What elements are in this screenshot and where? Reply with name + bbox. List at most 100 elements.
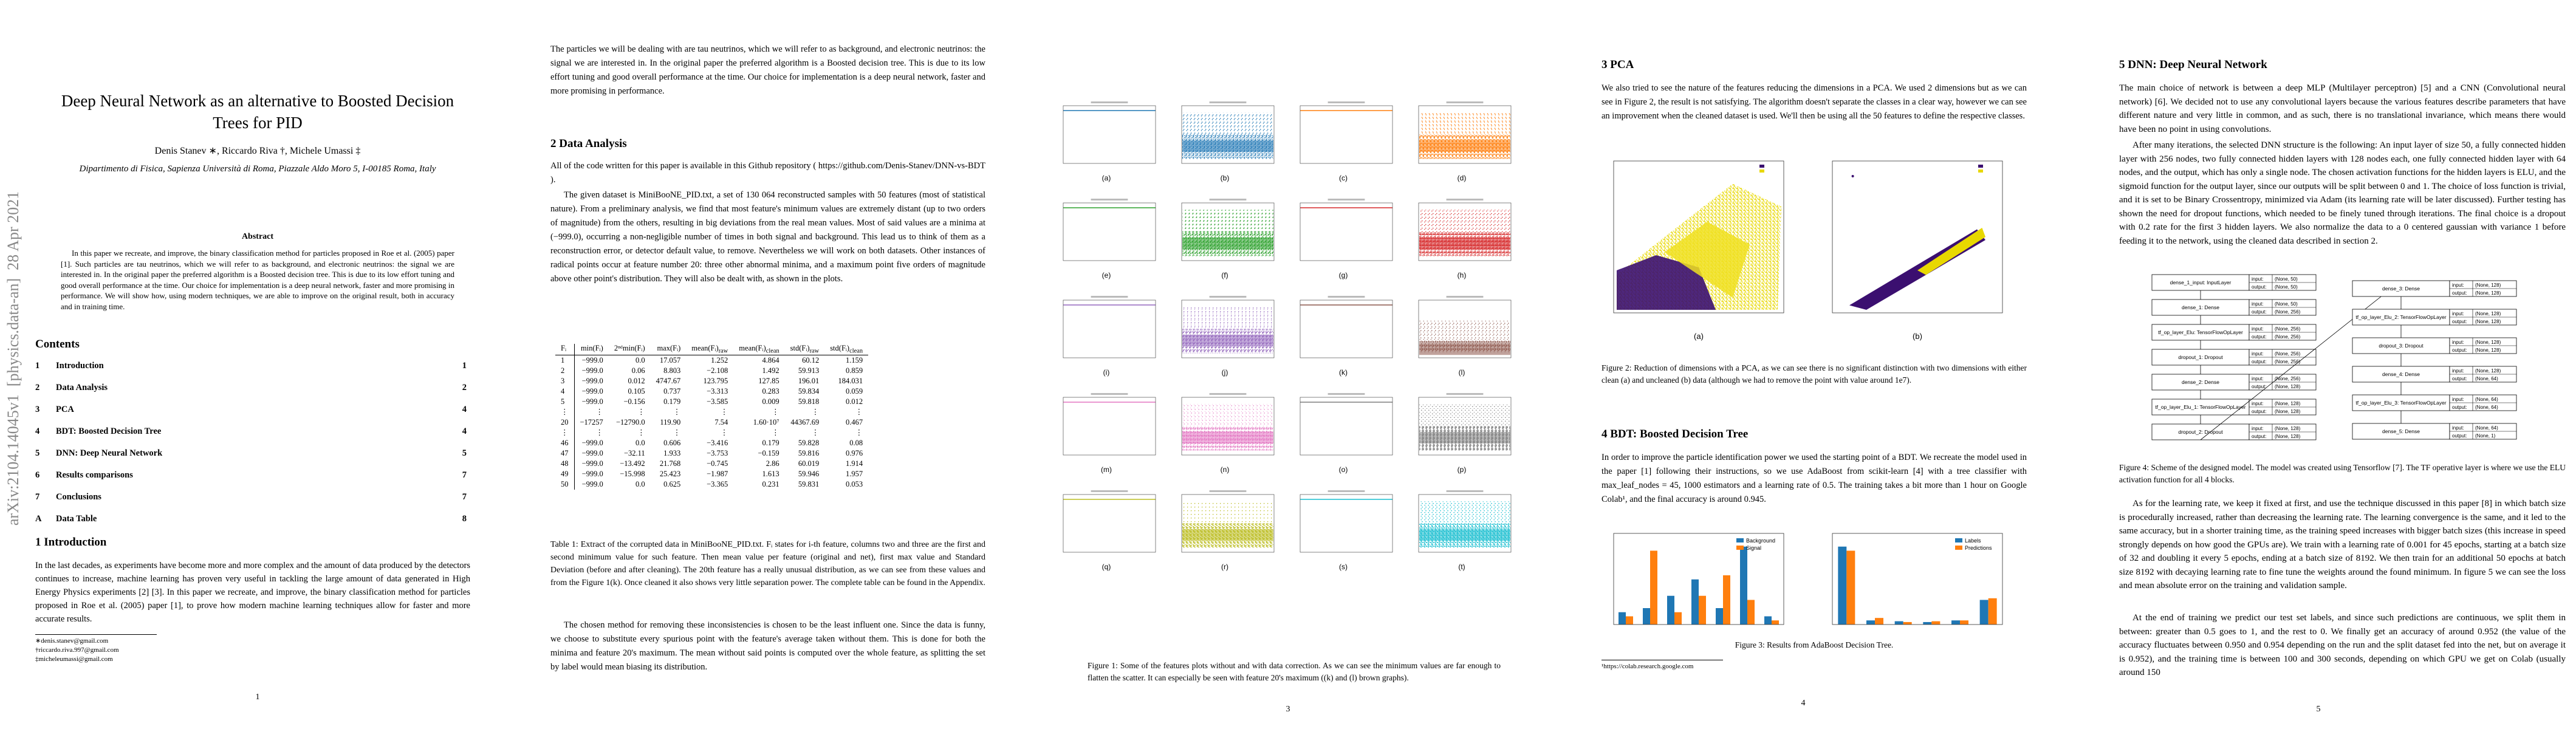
table-cell: −3.416 <box>707 438 728 447</box>
scatter-sparse <box>1419 501 1510 525</box>
page-number: 4 <box>1801 699 1806 708</box>
page: 5 DNN: Deep Neural Network The main choi… <box>2061 0 2576 729</box>
legend-swatch <box>1978 169 1983 173</box>
plot-frame <box>1418 299 1512 358</box>
bar <box>1923 621 1932 625</box>
node-box <box>2151 324 2250 341</box>
table-cell: 0.737 <box>663 386 681 395</box>
table-cell: 4 <box>555 386 575 397</box>
scatter-core <box>1182 140 1273 152</box>
toc-page: 7 <box>462 491 467 502</box>
table-cell: 25.423 <box>659 469 681 478</box>
toc-entry: A Data Table 8 <box>35 508 467 530</box>
toc-entry: 2 Data Analysis 2 <box>35 377 467 399</box>
node-label: dropout_2: Dropout <box>2178 429 2223 435</box>
table-header-cell: mean(Fᵢ)raw <box>686 344 734 355</box>
subfigure-label: (h) <box>1458 271 1467 279</box>
table-cell: −32.11 <box>623 448 645 457</box>
subfigure-label: (a) <box>1694 332 1704 341</box>
plot-frame <box>1418 105 1512 164</box>
shape-value: (None, 256) <box>2275 351 2301 357</box>
shape-key: output: <box>2252 284 2266 290</box>
table-cell: 0.859 <box>845 366 863 375</box>
header-subscript: clean <box>849 347 863 355</box>
header-subscript: clean <box>766 347 779 355</box>
table-cell: 2.86 <box>766 459 779 468</box>
table-cell: −3.585 <box>707 397 728 406</box>
shape-key: output: <box>2252 384 2266 389</box>
table-cell: 46 <box>555 437 575 448</box>
page: arXiv:2104.14045v1 [physics.data-an] 28 … <box>0 0 515 729</box>
toc-entry: 6 Results comparisons 7 <box>35 464 467 486</box>
bar <box>1740 546 1747 625</box>
paragraph: The particles we will be dealing with ar… <box>550 44 985 96</box>
plot-frame <box>1613 160 1784 313</box>
header-text: max(Fᵢ) <box>657 344 681 352</box>
plot-frame <box>1418 202 1512 261</box>
shape-value: (None, 128) <box>2275 384 2301 389</box>
scatter-region <box>1917 228 1985 275</box>
table-row: 47 −999.0 −32.11 1.933 −3.753 −0.159 59.816 0.9… <box>555 448 868 459</box>
plot-frame <box>1300 397 1393 456</box>
toc: 1 Introduction 1 2 Data Analysis 2 3 PCA 4 4 BDT: … <box>35 355 467 530</box>
legend-swatch <box>1759 169 1764 173</box>
header-text: mean(Fᵢ) <box>739 344 766 352</box>
paragraph: In order to improve the particle identif… <box>1601 453 2027 504</box>
subfigure-label: (f) <box>1221 271 1228 279</box>
table-cell: ⋮ <box>595 408 603 416</box>
authors: Denis Stanev ∗, Riccardo Riva †, Michele… <box>154 146 361 156</box>
table-cell: 3 <box>555 375 575 386</box>
table-cell: 7.54 <box>714 417 728 426</box>
table-cell: −0.745 <box>707 459 728 468</box>
table-cell: 5 <box>555 396 575 407</box>
table-row: 48 −999.0 −13.492 21.768 −0.745 2.86 60.019 1.9… <box>555 458 868 469</box>
footnote-rule <box>35 634 157 635</box>
paragraph: The main choice of network is between a … <box>2119 83 2566 134</box>
shape-key: input: <box>2452 311 2464 317</box>
paragraph: At the end of training we predict our te… <box>2119 613 2566 677</box>
paragraph: In the last decades, as experiments have… <box>35 561 470 624</box>
subfigure-label: (e) <box>1102 271 1111 279</box>
shape-value: (None, 128) <box>2475 347 2501 353</box>
node-label: tf_op_layer_Elu_1: TensorFlowOpLayer <box>2155 404 2245 410</box>
toc-title: Results comparisons <box>56 470 133 480</box>
table-cell: 59.831 <box>798 479 820 488</box>
table-row: 2 −999.0 0.06 8.803 −2.108 1.492 59.913 0.859 <box>555 365 868 376</box>
table-cell: 119.90 <box>660 417 681 426</box>
toc-entry: 5 DNN: Deep Neural Network 5 <box>35 442 467 464</box>
plot-frame <box>1181 494 1275 553</box>
table-cell: 0.012 <box>628 376 645 385</box>
plot-title <box>1327 101 1365 103</box>
toc-title: Data Table <box>56 513 97 524</box>
table-cell: 0.06 <box>631 366 645 375</box>
table-cell: 1.159 <box>845 355 863 364</box>
scatter-sparse <box>1182 307 1273 330</box>
table-row: ⋮ ⋮ ⋮ ⋮ ⋮ ⋮ ⋮ ⋮ <box>555 406 868 417</box>
table-cell: 0.0 <box>635 438 645 447</box>
toc-page: 4 <box>462 426 467 436</box>
table-cell: 1.957 <box>845 469 863 478</box>
table-cell: 0.467 <box>845 417 863 426</box>
plot-frame <box>1063 299 1156 358</box>
plot-title <box>1209 490 1247 492</box>
scatter-core <box>1182 335 1273 346</box>
scatter-core <box>1419 343 1510 355</box>
bar <box>1674 612 1682 625</box>
table-row: 50 −999.0 0.0 0.625 −3.365 0.231 59.831 0.053 <box>555 479 868 490</box>
table-cell: 4747.67 <box>656 376 681 385</box>
table-cell: −999.0 <box>581 355 603 364</box>
table-cell: ⋮ <box>595 428 603 437</box>
scatter-sparse <box>1182 404 1273 428</box>
toc-title: DNN: Deep Neural Network <box>56 448 163 458</box>
toc-number: 2 <box>35 382 40 392</box>
toc-entry: 4 BDT: Boosted Decision Tree 4 <box>35 420 467 442</box>
legend-label: Labels <box>1965 538 1981 544</box>
node-box <box>2151 349 2250 366</box>
table-cell: −999.0 <box>581 448 603 457</box>
outlier-point <box>1851 175 1854 177</box>
toc-page: 5 <box>462 448 467 458</box>
table-cell: 0.08 <box>849 438 863 447</box>
table-cell: 59.913 <box>798 366 820 375</box>
shape-key: input: <box>2452 368 2464 374</box>
